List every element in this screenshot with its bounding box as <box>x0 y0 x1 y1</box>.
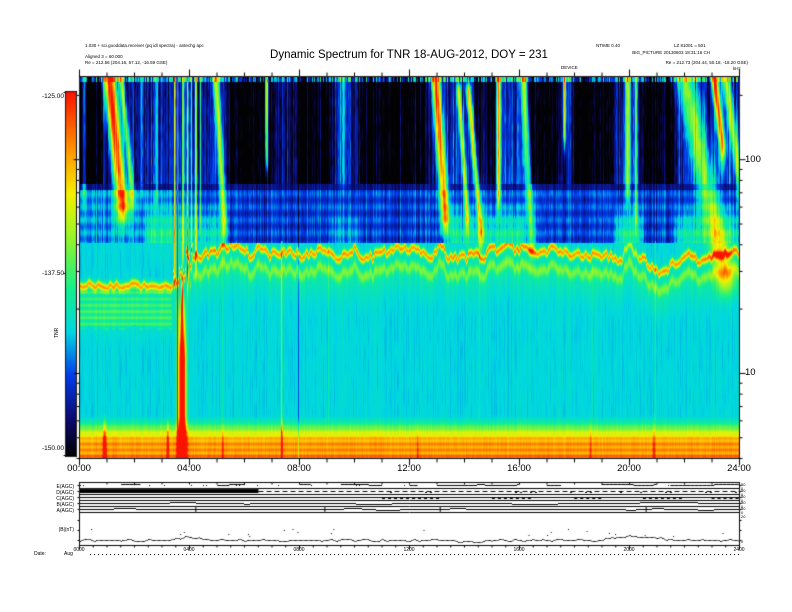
device-label: DEVICE <box>561 65 578 70</box>
x-axis-tick-label: 04:00 <box>177 463 201 474</box>
strip-scale-max-label: 50 <box>741 488 746 493</box>
header-lz: LZ 81001 = 501 <box>674 43 706 48</box>
strip-scale-max-label: 50 <box>741 500 746 505</box>
strip-scale-min-label: 0 <box>741 509 744 515</box>
strip-scale-min-label: 0 <box>741 539 744 544</box>
strip-x-tick-label: 2400 <box>733 547 745 553</box>
y-axis-unit-label: kHz <box>733 66 741 71</box>
header-re-left: Re = 212.56 (204.16, 57.12, -16.59 GSE) <box>85 60 168 65</box>
x-axis-tick-label: 16:00 <box>507 463 531 474</box>
x-axis-tick-label: 24:00 <box>727 463 751 474</box>
header-version-line: 1.030 + sci.gooddata.receiver (pq idl sp… <box>85 43 204 48</box>
y-axis-tick-label: 100 <box>745 153 761 165</box>
strip-x-tick-label: 0800 <box>293 547 305 553</box>
strip-row-label: |B|(nT) <box>58 527 74 533</box>
colorbar-min-label: -150.00 <box>41 445 64 452</box>
strip-row-label: C(AGC) <box>56 495 74 502</box>
strip-x-tick-label: 0000 <box>73 547 85 553</box>
header-ntime: NTIME 0.40 <box>596 43 621 48</box>
x-axis-tick-label: 08:00 <box>287 463 311 474</box>
strip-x-tick-label: 1200 <box>403 547 415 553</box>
strip-scale-min-label: 0 <box>741 485 744 491</box>
x-axis-tick-label: 00:00 <box>67 463 91 474</box>
strip-row-label: B(AGC) <box>56 501 75 508</box>
colorbar-mid-label: -137.50 <box>41 270 64 277</box>
header-aligned-line: Aligned 3 = 60.000 <box>85 54 123 59</box>
strip-scale-min-label: 0 <box>741 491 744 497</box>
strip-scale-max-label: 50 <box>741 482 746 487</box>
date-value: Aug <box>64 551 73 557</box>
strip-scale-max-label: 50 <box>741 506 746 511</box>
x-axis-tick-label: 12:00 <box>397 463 421 474</box>
strip-row-label: A(AGC) <box>56 507 75 514</box>
x-axis-tick-label: 20:00 <box>617 463 641 474</box>
strip-row-label: E(AGC) <box>56 483 75 490</box>
strip-scale-max-label: 50 <box>741 494 746 499</box>
colorbar-axis-label: TNR <box>54 327 60 338</box>
strip-row-label: D(AGC) <box>56 489 74 496</box>
separator-dotted-line <box>90 554 739 555</box>
strip-scale-min-label: 0 <box>741 503 744 509</box>
header-re-right: Re = 212.73 (204.44, 50.18, -18.20 GSE) <box>665 60 748 65</box>
header-big-picture: BIG_PICTURE 20130603 18:31:16 CH <box>632 50 710 55</box>
strip-scale-min-label: 0 <box>741 497 744 503</box>
colorbar-max-label: -125.00 <box>41 93 64 100</box>
strip-scale-max-label: 20 <box>741 514 746 519</box>
plot-title: Dynamic Spectrum for TNR 18-AUG-2012, DO… <box>270 49 548 61</box>
strip-x-tick-label: 2000 <box>623 547 635 553</box>
strip-x-tick-label: 1600 <box>513 547 525 553</box>
date-label: Date: <box>34 551 46 557</box>
y-axis-tick-label: 10 <box>745 367 756 379</box>
strip-x-tick-label: 0400 <box>183 547 195 553</box>
